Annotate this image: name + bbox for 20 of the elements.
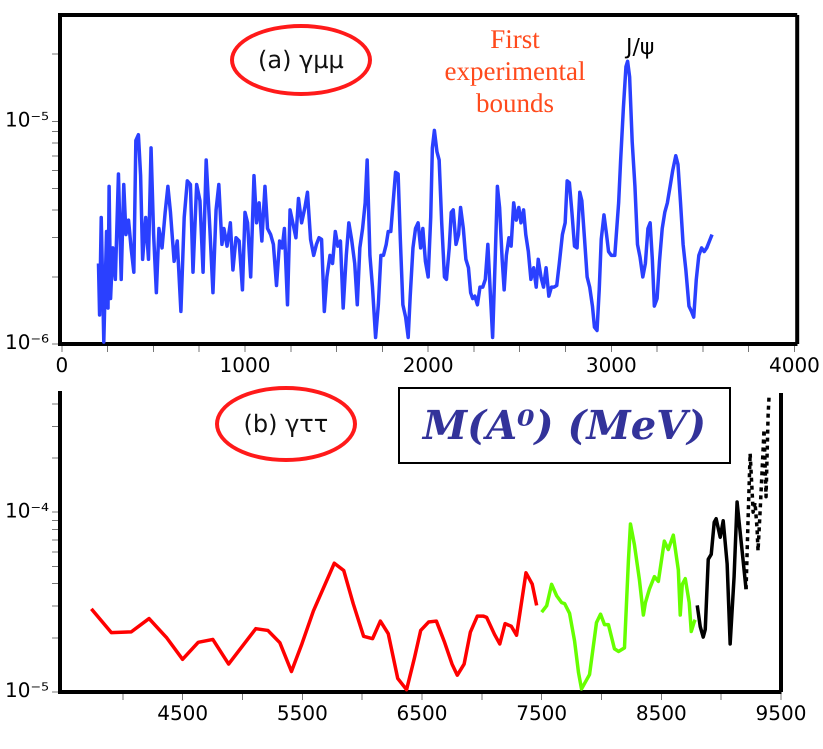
- x-tick-label: 3000: [586, 353, 637, 378]
- x-tick-label: 4500: [157, 701, 208, 726]
- y-tick-label: 10⁻⁶: [4, 330, 50, 354]
- x-tick-label: 6500: [396, 701, 448, 726]
- annotation: (a) γμμ: [258, 46, 344, 74]
- x-axis-title: M(A⁰) (MeV): [398, 387, 731, 464]
- x-tick-label: 1000: [220, 353, 270, 378]
- x-tick-label: 9500: [756, 701, 806, 726]
- y-tick-label: 10⁻⁴: [4, 498, 50, 522]
- y-tick-label: 10⁻⁵: [4, 107, 50, 132]
- x-tick-label: 4000: [769, 353, 820, 378]
- annotation: J/ψ: [626, 35, 654, 60]
- x-tick-label: 2000: [402, 353, 454, 378]
- annotation: First experimental bounds: [444, 24, 586, 120]
- x-tick-label: 7500: [516, 701, 568, 726]
- y-tick-label: 10⁻⁵: [4, 678, 50, 702]
- annotation: (b) γττ: [244, 410, 328, 438]
- x-tick-label: 0: [55, 353, 68, 378]
- x-tick-label: 8500: [636, 701, 687, 726]
- x-tick-label: 5500: [276, 701, 328, 726]
